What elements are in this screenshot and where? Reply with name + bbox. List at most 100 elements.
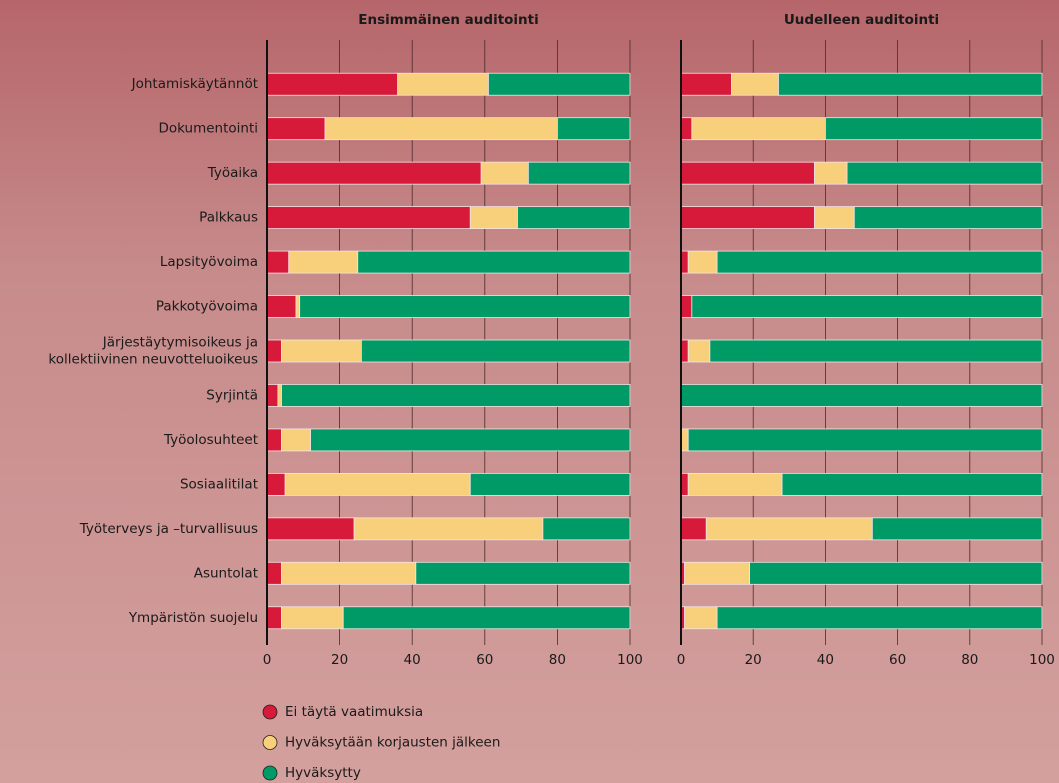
bar-segment [680,472,689,496]
x-tick-label: 60 [889,652,906,668]
bar-segment [266,384,279,407]
category-label: Järjestäytymisoikeus ja kollektiivinen ne… [48,335,258,368]
bar-segment [281,606,344,630]
panel-title: Ensimmäinen auditointi [358,12,539,28]
bar-segment [469,472,631,496]
x-tick-label: 100 [1029,652,1055,668]
bar-segment [281,561,417,585]
bar-segment [680,206,815,230]
category-label: Palkkaus [199,210,258,226]
category-label: Lapsityövoima [160,254,258,270]
bar-segment [680,295,693,318]
category-label: Työterveys ja –turvallisuus [79,521,258,537]
bar-segment [310,428,631,452]
legend-label: Ei täytä vaatimuksia [285,704,423,720]
legend-swatch [262,765,278,781]
bar-segment [266,517,355,541]
bar-segment [415,561,631,585]
x-tick-label: 0 [677,652,686,668]
bar-segment [527,161,631,185]
bar-segment [266,161,482,185]
bar-segment [342,606,631,630]
bar-segment [517,206,631,230]
bar-segment [691,117,826,141]
bar-segment [266,206,471,230]
x-tick-label: 80 [961,652,978,668]
category-label: Työolosuhteet [163,432,258,448]
bar-segment [814,206,855,230]
legend-label: Hyväksytään korjausten jälkeen [285,735,500,751]
bar-segment [266,428,282,452]
bar-segment [397,72,489,96]
bar-segment [266,339,282,363]
bar-segment [687,428,1043,452]
bar-segment [814,161,848,185]
bar-segment [266,72,399,96]
bar-segment [709,339,1043,363]
bar-segment [680,339,689,363]
bar-segment [266,561,282,585]
bar-segment [705,517,873,541]
bar-segment [288,250,359,274]
legend-label: Hyväksytty [285,765,361,781]
bar-segment [266,606,282,630]
bar-segment [853,206,1043,230]
bar-segment [680,250,689,274]
bar-segment [357,250,631,274]
bar-segment [281,384,631,407]
bar-segment [781,472,1043,496]
category-label: Ympäristön suojelu [128,610,258,626]
bar-segment [266,117,326,141]
x-tick-label: 100 [617,652,643,668]
bar-segment [281,339,362,363]
category-label: Työaika [207,165,258,181]
bar-segment [684,561,750,585]
x-tick-label: 40 [817,652,834,668]
bar-segment [469,206,518,230]
bar-segment [360,339,631,363]
bar-segment [324,117,558,141]
category-label: Sosiaalitilat [180,476,258,492]
panel-title: Uudelleen auditointi [784,12,939,28]
bar-segment [295,295,301,318]
x-tick-label: 20 [331,652,348,668]
bar-segment [680,161,815,185]
x-tick-label: 20 [745,652,762,668]
bar-segment [778,72,1043,96]
bar-segment [488,72,631,96]
bar-segment [680,117,693,141]
bar-segment [266,250,290,274]
category-label: Pakkotyövoima [156,299,258,315]
bar-segment [716,250,1043,274]
bar-segment [871,517,1043,541]
x-tick-label: 0 [263,652,272,668]
bar-segment [731,72,779,96]
legend-swatch [262,704,278,720]
bar-segment [825,117,1043,141]
bar-segment [749,561,1043,585]
bar-segment [846,161,1043,185]
category-label: Johtamiskäytännöt [131,76,258,92]
bar-segment [687,472,783,496]
bar-segment [687,339,711,363]
bar-segment [266,472,286,496]
category-label: Asuntolat [194,565,258,581]
bar-segment [266,295,297,318]
bar-segment [680,72,732,96]
bar-segment [680,384,1043,407]
bar-segment [691,295,1043,318]
x-tick-label: 60 [476,652,493,668]
category-label: Syrjintä [206,387,258,403]
bar-segment [680,517,707,541]
bar-segment [684,606,718,630]
bar-segment [480,161,529,185]
legend-swatch [262,735,278,750]
bar-segment [716,606,1043,630]
bar-segment [281,428,311,452]
bar-segment [687,250,718,274]
bar-segment [353,517,544,541]
x-tick-label: 80 [549,652,566,668]
bar-segment [299,295,631,318]
bar-segment [557,117,631,141]
